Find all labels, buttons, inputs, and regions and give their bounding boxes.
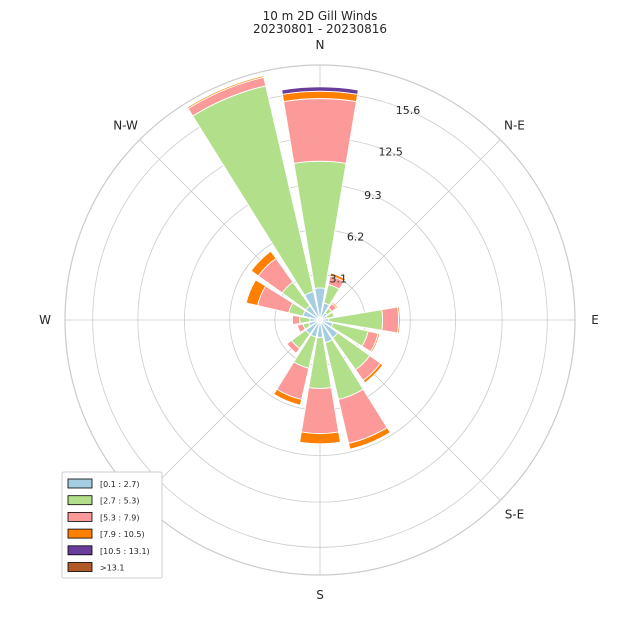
direction-label-e: E: [591, 313, 599, 327]
bar-wnw-bin-4: [245, 279, 267, 307]
bar-wsw-bin-3: [296, 323, 306, 333]
legend-label-4: [7.9 : 10.5): [100, 530, 145, 539]
chart-subtitle: 20230801 - 20230816: [253, 22, 387, 36]
bar-s-bin-3: [300, 387, 340, 435]
bar-ssw-bin-4: [273, 388, 303, 406]
legend-label-1: [0.1 : 2.7): [100, 480, 139, 489]
spoke-n-e: [319, 139, 501, 321]
bar-n-bin-5: [281, 86, 359, 95]
legend-swatch-5: [67, 545, 93, 556]
chart-title: 10 m 2D Gill Winds: [263, 9, 378, 23]
bar-w-bin-3: [291, 314, 301, 326]
bar-ene-bin-2: [325, 311, 335, 319]
bar-s-bin-4: [299, 431, 341, 445]
wind-bars: [186, 75, 401, 450]
legend-label-3: [5.3 : 7.9): [100, 513, 139, 522]
legend-swatch-6: [67, 562, 93, 572]
legend-label-2: [2.7 : 5.3): [100, 497, 139, 506]
direction-label-n-w: N-W: [113, 119, 138, 133]
direction-label-s: S: [316, 588, 324, 602]
legend-swatch-1: [67, 478, 93, 489]
bar-n-bin-3: [283, 98, 357, 164]
bar-ese-bin-4: [370, 332, 381, 354]
radial-tick-label-3: 9.3: [364, 189, 382, 202]
radial-tick-label-4: 12.5: [378, 146, 403, 159]
spoke-s-w: [139, 319, 321, 501]
radial-tick-label-5: 15.6: [396, 104, 421, 117]
bar-sse-bin-4: [348, 426, 391, 450]
bar-ne-bin-4: [331, 301, 339, 309]
legend-swatch-2: [67, 495, 93, 506]
bar-nnw-bin-4: [186, 75, 265, 110]
legend: [0.1 : 2.7) [2.7 : 5.3) [5.3 : 7.9) [7.9 : …: [61, 471, 163, 579]
radial-tick-label-2: 6.2: [347, 231, 365, 244]
bar-sw-bin-3: [286, 339, 301, 354]
direction-label-n: N: [316, 38, 325, 52]
bar-se-bin-4: [362, 362, 384, 384]
direction-label-n-e: N-E: [504, 119, 525, 133]
legend-swatch-3: [67, 512, 93, 522]
legend-label-6: >13.1: [100, 564, 125, 573]
radial-tick-label-1: 3.1: [330, 272, 348, 285]
legend-label-5: [10.5 : 13.1): [100, 547, 150, 556]
bar-e-bin-3: [381, 306, 400, 334]
bar-nw-bin-4: [250, 250, 277, 277]
direction-label-w: W: [39, 313, 51, 327]
bar-nne-bin-4: [329, 272, 347, 283]
bar-e-bin-4: [397, 306, 401, 334]
legend-swatch-4: [67, 528, 93, 539]
radial-tick-labels: 3.1 6.2 9.3 12.5 15.6: [330, 104, 421, 285]
direction-label-s-e: S-E: [505, 507, 525, 521]
